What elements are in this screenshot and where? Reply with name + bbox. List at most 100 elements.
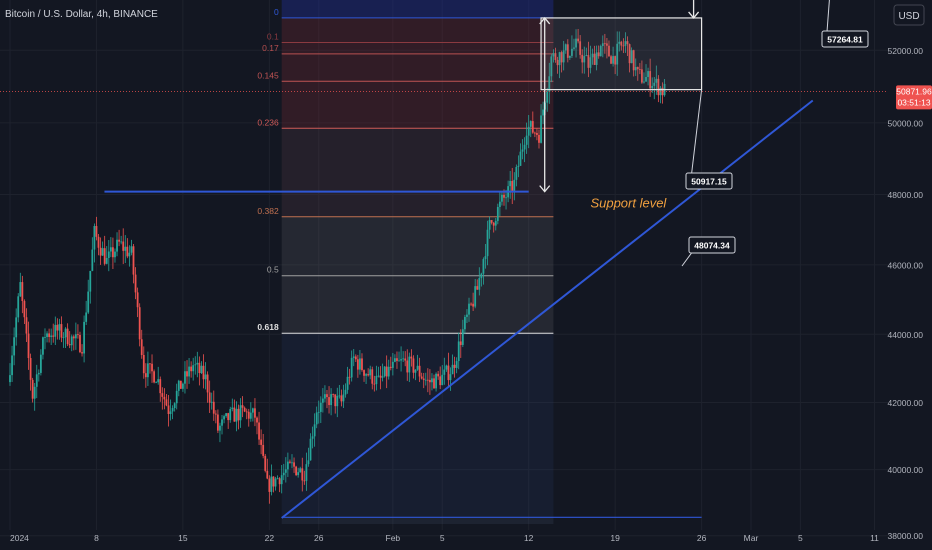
candle-body: [461, 329, 464, 345]
arrow-head: [539, 185, 551, 193]
symbol-title: Bitcoin / U.S. Dollar, 4h, BINANCE: [5, 9, 158, 20]
candle-body: [429, 379, 431, 383]
candle-body: [459, 341, 462, 345]
candle-body: [317, 411, 320, 413]
x-tick-label: Feb: [386, 533, 401, 543]
candle-body: [354, 356, 357, 360]
x-axis[interactable]: 2024 8 15 22 26 Feb 5 12 19 26 Mar 5 11: [10, 533, 879, 543]
candle-body: [649, 71, 652, 89]
current-price-badge[interactable]: [896, 85, 932, 110]
candle-body: [237, 408, 240, 421]
currency-button-frame[interactable]: [893, 4, 925, 26]
ascending-trendline[interactable]: [281, 99, 814, 519]
candle-body: [295, 466, 298, 476]
candle-body: [587, 55, 590, 68]
x-tick-label: 2024: [10, 533, 29, 543]
candle-body: [198, 362, 201, 374]
y-tick-label: 42000.00: [888, 398, 924, 408]
candle-body: [258, 422, 260, 440]
candle-body: [515, 166, 518, 180]
candle-body: [223, 416, 225, 420]
candle-body: [62, 337, 65, 339]
candle-body: [595, 52, 598, 65]
candle-body: [404, 358, 407, 361]
candle-body: [256, 417, 258, 423]
candle-body: [356, 359, 359, 370]
candle-body: [472, 303, 475, 307]
candle-body: [266, 470, 269, 479]
support-level-label: Support level: [590, 196, 667, 211]
currency-button[interactable]: USD: [893, 4, 925, 26]
candle-body: [581, 54, 584, 63]
fib-level-label: 0.618: [257, 322, 279, 332]
candle-body: [81, 352, 83, 354]
candle-body: [169, 411, 172, 415]
candle-body: [17, 296, 20, 318]
candle-body: [225, 413, 228, 417]
x-tick-label: 22: [265, 533, 275, 543]
candle-body: [262, 444, 265, 456]
candle-body: [140, 339, 143, 355]
candle-body: [597, 52, 600, 57]
candle-body: [614, 56, 617, 65]
candle-body: [638, 69, 641, 70]
candle-body: [112, 247, 114, 258]
candle-body: [488, 220, 491, 230]
candle-body: [101, 248, 104, 256]
candle-body: [77, 334, 79, 336]
candle-body: [109, 247, 112, 252]
candle-body: [91, 249, 94, 271]
x-tick-label: 26: [314, 533, 324, 543]
trendline-callout-frame[interactable]: [688, 236, 736, 254]
x-tick-label: 26: [697, 533, 707, 543]
candle-body: [418, 365, 421, 377]
candle-body: [533, 132, 536, 134]
candle-body: [54, 324, 57, 337]
candle-body: [484, 256, 487, 260]
candle-body: [173, 403, 176, 409]
candle-body: [344, 389, 347, 395]
candle-body: [186, 371, 188, 377]
candle-body: [9, 375, 11, 383]
candle-body: [25, 317, 28, 334]
candle-body: [463, 316, 466, 330]
x-tick-label: 5: [440, 533, 445, 543]
candle-body: [93, 226, 96, 250]
candle-body: [548, 76, 551, 92]
drawings[interactable]: Support levelBullish flag projection5726…: [104, 0, 869, 519]
fib-level-label: 0.382: [257, 206, 279, 216]
target-price-callout-frame[interactable]: [821, 30, 869, 48]
candle-body: [27, 333, 30, 359]
currency-button-label[interactable]: USD: [898, 11, 919, 22]
y-tick-label: 48000.00: [888, 190, 924, 200]
candle-body: [208, 392, 211, 403]
candle-body: [182, 383, 184, 389]
candle-body: [375, 375, 378, 385]
candle-body: [165, 399, 168, 406]
candle-body: [260, 439, 263, 445]
y-tick-label: 46000.00: [888, 260, 924, 270]
candle-body: [23, 301, 26, 318]
flag-box[interactable]: [540, 17, 703, 91]
fib-level-label: 0.17: [262, 43, 279, 53]
candle-body: [503, 194, 505, 198]
candle-body: [589, 57, 592, 68]
candle-body: [332, 394, 335, 395]
candle-body: [365, 374, 367, 376]
candle-body: [657, 78, 660, 96]
candle-body: [29, 358, 32, 380]
candle-body: [282, 472, 285, 476]
candle-body: [416, 365, 419, 370]
candle-body: [11, 355, 13, 376]
candle-body: [624, 41, 627, 46]
candle-body: [309, 438, 312, 461]
candle-body: [33, 386, 36, 399]
fib-level-label: 0.5: [267, 265, 279, 275]
flag-bottom-callout-frame[interactable]: [685, 172, 733, 190]
candle-body: [554, 53, 557, 60]
fibonacci-retracement[interactable]: -0.382-0.272-0.16800.10.170.1450.2360.38…: [255, 0, 702, 524]
candle-body: [210, 401, 213, 403]
candle-body: [37, 372, 40, 375]
